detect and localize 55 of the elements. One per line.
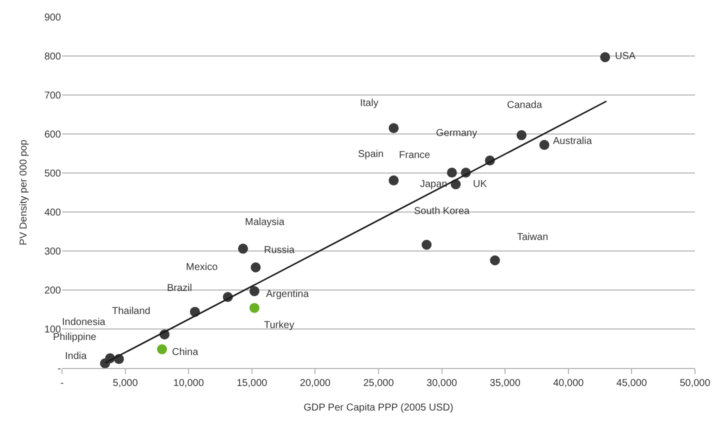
x-tick-label: 25,000	[363, 378, 394, 389]
data-label: France	[399, 150, 431, 161]
y-axis-title: PV Density per 000 pop	[18, 139, 30, 246]
data-label: India	[65, 351, 88, 362]
data-label: Thailand	[112, 306, 150, 317]
y-tick-label: 900	[44, 12, 62, 24]
data-label: Japan	[420, 179, 448, 190]
y-tick-label: -	[58, 364, 61, 374]
data-label: USA	[615, 51, 636, 62]
point	[249, 286, 260, 296]
data-label: Argentina	[266, 289, 310, 300]
x-tick-label: 30,000	[426, 378, 458, 389]
point	[250, 262, 261, 272]
x-tick-label: 10,000	[173, 378, 204, 389]
point	[249, 302, 260, 313]
point	[388, 123, 399, 134]
data-label: Malaysia	[245, 217, 285, 228]
data-label: Russia	[264, 245, 296, 256]
data-label: Turkey	[264, 320, 294, 331]
data-label: China	[172, 347, 199, 358]
x-tick-label: 5,000	[112, 378, 138, 389]
x-tick-label: 50,000	[680, 378, 711, 389]
x-tick-label: 15,000	[236, 378, 268, 389]
y-tick-label: 500	[44, 168, 62, 180]
data-label: Spain	[358, 149, 384, 160]
data-label: Australia	[553, 136, 592, 147]
point	[238, 244, 248, 254]
point	[516, 130, 527, 140]
y-tick-label: 800	[44, 52, 62, 62]
point	[446, 168, 457, 178]
y-tick-label: 700	[44, 90, 62, 102]
y-tick-label: 600	[44, 130, 62, 140]
x-tick-label: 45,000	[616, 378, 648, 389]
point	[422, 240, 432, 250]
y-tick-label: 400	[44, 208, 62, 218]
y-tick-label: 200	[44, 286, 62, 296]
data-label: UK	[473, 179, 488, 190]
point	[157, 344, 168, 354]
data-label: Germany	[436, 128, 478, 139]
point	[600, 52, 610, 62]
data-label: Indonesia	[62, 317, 106, 328]
data-label: South Korea	[414, 206, 470, 217]
data-label: Taiwan	[517, 232, 548, 243]
y-tick-label: 300	[44, 246, 62, 258]
data-label: Brazil	[167, 283, 192, 294]
x-axis-title: GDP Per Capita PPP (2005 USD)	[304, 402, 454, 414]
x-tick-label: 35,000	[490, 378, 521, 389]
data-label: Italy	[360, 98, 378, 109]
point	[539, 140, 550, 150]
point	[490, 255, 500, 266]
x-tick-label: 20,000	[300, 378, 331, 389]
data-label: Canada	[507, 100, 542, 111]
data-label: Mexico	[186, 262, 218, 273]
point	[388, 175, 399, 186]
x-tick-label: 40,000	[553, 378, 584, 389]
